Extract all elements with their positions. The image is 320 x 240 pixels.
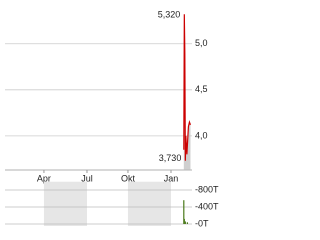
price-line: [183, 14, 192, 161]
y-tick-label: -0T: [195, 218, 209, 228]
extreme-label: 3,730: [159, 153, 182, 163]
quarter-band: [127, 181, 171, 226]
quarter-band: [43, 181, 87, 226]
y-tick-label: 5,0: [195, 38, 208, 48]
y-tick-label: -400T: [195, 201, 219, 211]
y-tick-label: 4,5: [195, 84, 208, 94]
price-area: [183, 14, 191, 170]
volume-bar: [186, 222, 188, 224]
volume-bar: [183, 218, 185, 224]
x-tick-label: Apr: [37, 173, 51, 183]
x-tick-label: Jan: [164, 173, 179, 183]
y-tick-label: -800T: [195, 184, 219, 194]
stock-chart: 4,0 4,5 5,0 Apr Jul Okt Jan 5,320 3,730 -0T -400T -…: [5, 10, 219, 228]
y-tick-label: 4,0: [195, 130, 208, 140]
x-tick-label: Jul: [81, 173, 93, 183]
extreme-label: 5,320: [158, 10, 181, 20]
volume-bar: [184, 221, 186, 224]
x-tick-label: Okt: [121, 173, 136, 183]
volume-bar: [183, 200, 185, 224]
